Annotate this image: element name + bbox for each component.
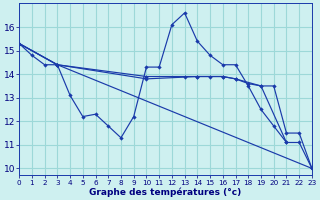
X-axis label: Graphe des températures (°c): Graphe des températures (°c): [89, 187, 242, 197]
